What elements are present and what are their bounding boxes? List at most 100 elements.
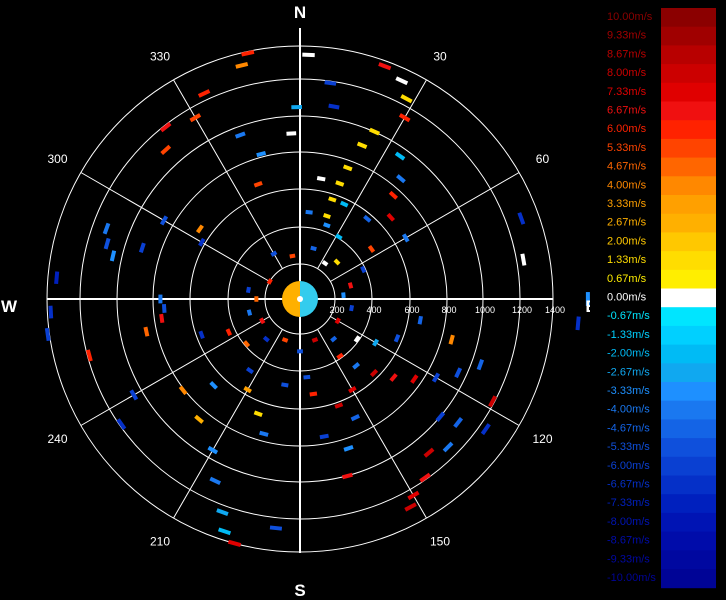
colorbar-swatch-27: [661, 512, 716, 533]
colorbar-swatch-9: [661, 176, 716, 196]
data-point-14: [396, 174, 406, 184]
colorbar-label-11: 2.67m/s: [607, 217, 647, 229]
data-point-18: [328, 103, 340, 110]
data-point-20: [363, 214, 372, 223]
data-point-89: [341, 472, 353, 480]
data-point-69: [404, 502, 417, 512]
data-point-3: [395, 76, 409, 86]
data-point-93: [448, 334, 455, 345]
data-point-57: [218, 527, 232, 536]
colorbar-swatch-8: [661, 157, 716, 177]
data-point-32: [256, 150, 267, 158]
data-point-107: [333, 258, 341, 266]
data-point-47: [143, 326, 150, 337]
data-point-10: [335, 180, 345, 187]
data-point-100: [575, 316, 581, 331]
colorbar-label-26: -7.33m/s: [607, 497, 650, 509]
colorbar-label-13: 1.33m/s: [607, 254, 647, 266]
data-point-33: [253, 180, 263, 188]
data-point-58: [227, 539, 242, 547]
data-point-21: [335, 233, 343, 241]
data-point-82: [369, 368, 379, 378]
polar-velocity-chart: N S E W 30 60 120 150 210 240 300 330 200 400 600 8…: [1, 3, 590, 600]
south-label: S: [294, 581, 305, 600]
colorbar-label-18: -2.00m/s: [607, 348, 650, 360]
data-point-52: [209, 381, 218, 390]
data-point-53: [194, 414, 204, 424]
data-point-120: [311, 337, 319, 343]
data-point-108: [321, 260, 329, 267]
spoke-300: [80, 172, 270, 282]
data-point-103: [367, 244, 376, 253]
data-point-97: [353, 335, 361, 343]
data-point-54: [207, 445, 219, 455]
colorbar-swatch-11: [661, 213, 716, 233]
colorbar-label-20: -3.33m/s: [607, 385, 650, 397]
data-point-75: [480, 423, 491, 436]
colorbar-labels: 10.00m/s 9.33m/s 8.67m/s 8.00m/s 7.33m/s 6.67…: [607, 11, 656, 584]
data-point-55: [209, 476, 221, 485]
colorbar-swatch-0: [661, 8, 716, 28]
data-point-61: [253, 410, 263, 418]
data-point-51: [178, 385, 188, 396]
data-point-92: [303, 374, 311, 380]
data-point-94: [417, 315, 423, 325]
colorbar-label-24: -6.00m/s: [607, 460, 650, 472]
data-point-118: [281, 337, 289, 343]
data-point-95: [393, 333, 401, 343]
data-point-88: [343, 444, 354, 452]
colorbar-swatches: [661, 8, 716, 589]
data-point-16: [386, 212, 395, 222]
colorbar-label-17: -1.33m/s: [607, 329, 650, 341]
data-point-106: [341, 292, 346, 299]
data-point-49: [129, 389, 139, 401]
data-point-76: [488, 395, 498, 408]
data-point-17: [324, 80, 337, 86]
radar-origin: [297, 296, 303, 302]
north-label: N: [294, 3, 306, 22]
data-point-114: [254, 296, 259, 302]
data-point-63: [245, 366, 254, 375]
data-point-109: [310, 245, 317, 252]
data-point-73: [435, 411, 446, 422]
data-point-62: [259, 430, 269, 437]
data-point-39: [195, 224, 204, 234]
data-point-98: [517, 212, 526, 225]
axis-labels: N S E W 30 60 120 150 210 240 300 330 200 400 600 8…: [1, 3, 590, 600]
colorbar-label-10: 3.33m/s: [607, 198, 647, 210]
bearing-label-60: 60: [536, 152, 550, 166]
colorbar-swatch-25: [661, 475, 716, 495]
data-point-15: [388, 190, 399, 200]
data-point-85: [348, 386, 357, 394]
data-point-34: [102, 222, 111, 235]
data-point-37: [138, 242, 146, 254]
data-point-1: [241, 49, 255, 57]
data-point-111: [270, 250, 278, 257]
colorbar-label-21: -4.00m/s: [607, 404, 650, 416]
data-point-4: [378, 62, 392, 71]
data-point-117: [262, 335, 270, 343]
colorbar-swatch-5: [661, 101, 716, 121]
spoke-240: [80, 316, 270, 426]
colorbar-label-5: 6.67m/s: [607, 105, 647, 117]
bearing-label-210: 210: [150, 534, 170, 548]
colorbar-swatch-10: [661, 195, 716, 215]
data-point-122: [334, 317, 341, 325]
core-approach: [282, 281, 300, 317]
spoke-120: [330, 316, 520, 426]
colorbar-swatch-26: [661, 494, 716, 514]
colorbar-swatch-19: [661, 363, 716, 383]
colorbar-label-14: 0.67m/s: [607, 273, 647, 285]
data-point-119: [297, 349, 303, 354]
data-point-26: [286, 131, 297, 136]
colorbar-swatch-30: [661, 569, 716, 589]
data-point-60: [243, 386, 252, 394]
data-point-102: [401, 233, 410, 243]
data-point-12: [323, 213, 331, 220]
colorbar-swatch-20: [661, 382, 716, 402]
west-label: W: [1, 297, 18, 316]
colorbar-label-28: -8.67m/s: [607, 535, 650, 547]
data-point-6: [398, 113, 411, 123]
colorbar-swatch-29: [661, 550, 716, 570]
data-point-44: [158, 294, 163, 304]
